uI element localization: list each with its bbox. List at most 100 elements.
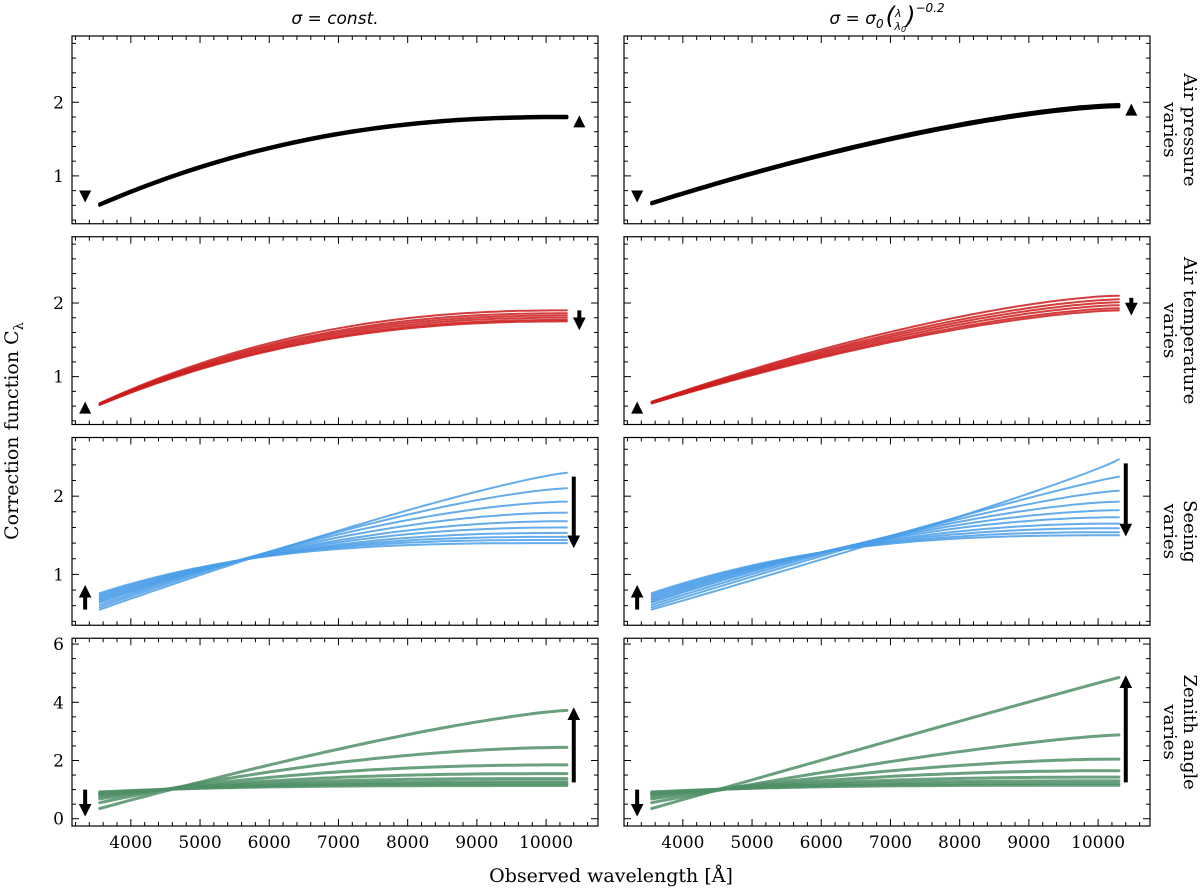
x-tick-label: 8000 (938, 833, 981, 853)
triangle-up-marker (631, 401, 644, 414)
series-line (650, 534, 1120, 595)
y-tick-label: 2 (53, 93, 64, 113)
triangle-up-marker (573, 115, 586, 128)
row-label-line: Zenith angle (1179, 674, 1200, 789)
series-line (98, 312, 568, 405)
row-label-line: varies (1159, 302, 1180, 358)
series-line (98, 535, 568, 598)
panel-r4-c1: 0 2 4 6 4000 5000 6000 7000 8000 9000 10000 (53, 635, 599, 853)
series-line (98, 500, 568, 606)
x-axis-title: Observed wavelength [Å] (489, 865, 733, 887)
series-line (650, 304, 1120, 404)
series-line (650, 783, 1121, 794)
column-title-prefix: σ = σ (829, 9, 877, 29)
column-title-text: const. (327, 9, 378, 29)
series-line (98, 116, 569, 207)
series-line (650, 733, 1121, 805)
row-label-line: varies (1159, 704, 1180, 760)
x-tick-label: 6000 (248, 833, 291, 853)
column-titles: σ = const. σ = σ0(λ λ0)−0.2 (291, 1, 944, 34)
x-tick-label: 10000 (519, 833, 573, 853)
row-label-line: Air pressure (1179, 72, 1200, 186)
row-label: Air temperaturevaries (1159, 256, 1200, 405)
series-line (98, 539, 568, 596)
x-tick-label: 8000 (386, 833, 429, 853)
y-axis-title-text: Correction function C (1, 330, 23, 540)
row-1: 12 Air pressurevaries (53, 35, 1200, 225)
series-line (650, 676, 1121, 810)
column-title-paren-open: ( (886, 2, 897, 30)
row-label: Zenith anglevaries (1159, 674, 1200, 789)
y-tick-label: 1 (53, 167, 64, 187)
series-line (650, 509, 1120, 602)
y-axis-title-sub: λ (12, 322, 27, 330)
column-title-sub: 0 (876, 17, 884, 31)
series-line (650, 301, 1120, 404)
column-title-prefix: σ = (291, 9, 327, 29)
column-title-frac-num: λ (894, 7, 902, 20)
row-4: 0 2 4 6 4000 5000 6000 7000 8000 9000 10000 4000 500… (53, 635, 1200, 853)
series-line (650, 307, 1120, 405)
series-line (98, 708, 569, 810)
column-title: σ = const. (291, 9, 378, 29)
triangle-up-marker (79, 401, 92, 414)
column-title-frac-den: λ (894, 20, 902, 33)
row-label: Air pressurevaries (1159, 72, 1200, 186)
series-line (650, 309, 1120, 405)
x-tick-label: 9000 (455, 833, 498, 853)
panel-frame (71, 436, 599, 626)
triangle-down-marker (631, 190, 644, 203)
y-tick-label: 2 (53, 294, 64, 314)
panel-r1-c2 (623, 35, 1151, 225)
panel-frame (71, 637, 599, 827)
panel-frame (71, 35, 599, 225)
y-tick-label: 1 (53, 565, 64, 585)
series-line (98, 115, 569, 207)
panel-r2-c1: 12 (53, 236, 599, 426)
y-tick-label: 1 (53, 368, 64, 388)
series-line (650, 527, 1120, 598)
series-line (650, 458, 1120, 611)
y-tick-label: 6 (53, 635, 64, 655)
panel-frame (623, 35, 1151, 225)
series-line (98, 511, 568, 604)
x-tick-label: 5000 (178, 833, 221, 853)
x-tick-label: 10000 (1071, 833, 1125, 853)
panel-r3-c1: 12 (53, 436, 599, 626)
panel-frame (623, 637, 1151, 827)
series-line (98, 320, 568, 406)
triangle-up-marker (1125, 103, 1138, 116)
series-line (98, 542, 568, 595)
row-label: Seeingvaries (1159, 500, 1200, 563)
y-tick-label: 2 (53, 752, 64, 772)
x-tick-label: 4000 (661, 833, 704, 853)
y-tick-label: 4 (53, 693, 64, 713)
y-axis-title: Correction function Cλ (1, 322, 27, 540)
series-line (650, 522, 1120, 599)
series-line (98, 471, 568, 611)
column-title: σ = σ0(λ λ0)−0.2 (829, 1, 944, 34)
y-tick-label: 2 (53, 487, 64, 507)
series-line (650, 104, 1121, 205)
x-tick-label: 9000 (1007, 833, 1050, 853)
panel-r1-c1: 12 (53, 35, 599, 225)
x-tick-label: 4000 (109, 833, 152, 853)
row-label-line: Seeing (1179, 500, 1200, 563)
series-line (650, 103, 1121, 204)
x-tick-label: 7000 (317, 833, 360, 853)
series-line (98, 487, 568, 609)
x-tick-label: 6000 (800, 833, 843, 853)
row-label-line: Air temperature (1179, 256, 1200, 405)
column-title-frac-den-sub: 0 (901, 25, 906, 34)
series-line (650, 105, 1121, 206)
x-tick-label: 7000 (869, 833, 912, 853)
series-line (650, 516, 1120, 601)
triangle-down-marker (79, 190, 92, 203)
panel-r3-c2 (623, 436, 1151, 626)
series-line (650, 294, 1120, 403)
panel-frame (71, 236, 599, 426)
column-title-paren-close: ) (904, 2, 915, 30)
series-line (650, 500, 1120, 604)
